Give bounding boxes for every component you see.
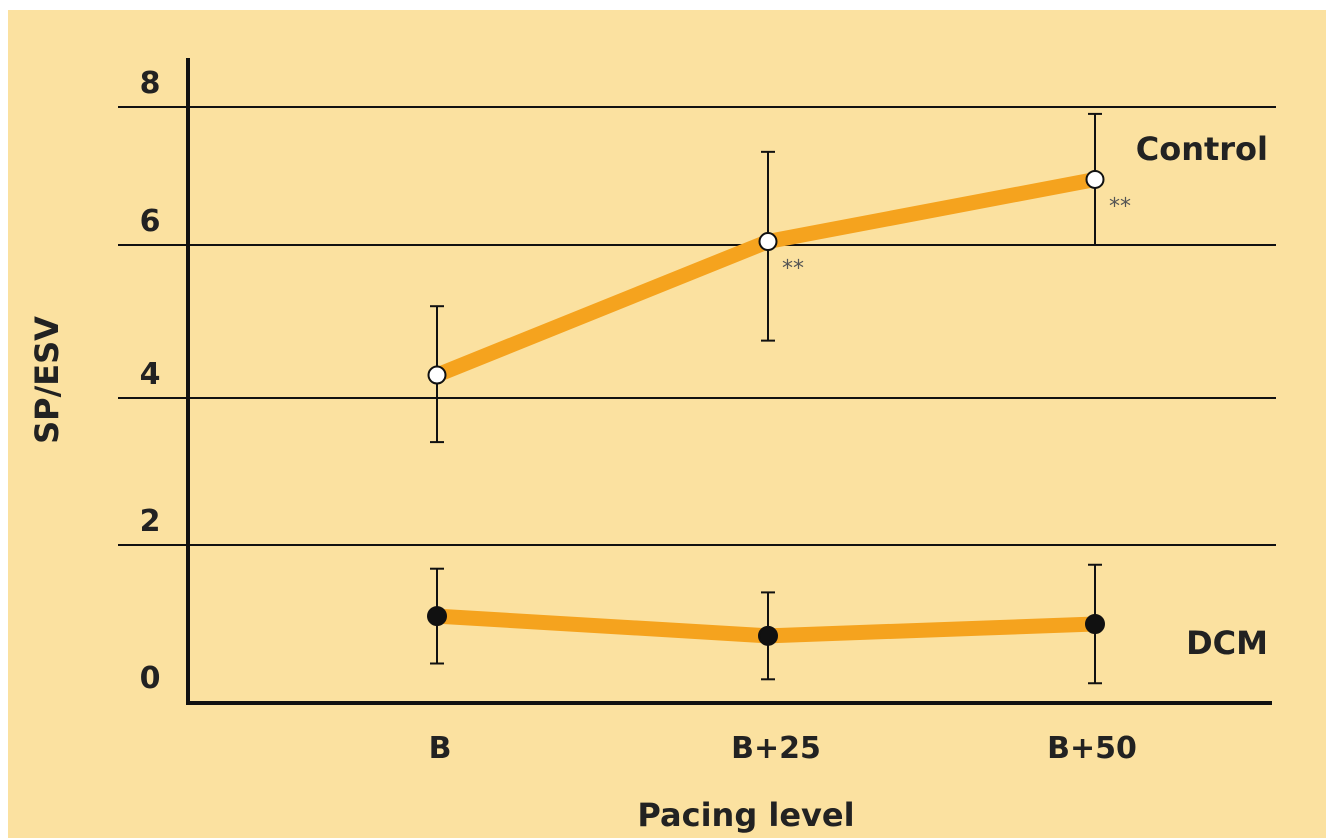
control-point [1085,169,1105,189]
axes [186,58,1272,705]
x-tick-label-b-50: B+50 [1047,731,1137,766]
chart-background [8,10,1326,838]
tick-labels: 0 2 4 6 8 B B+25 B+50 [140,66,1137,766]
grid-lines [118,106,1276,546]
control-significance-label: ** [782,257,804,282]
control-line [434,172,1097,383]
control-point [758,232,778,252]
control-significance-label: ** [1109,194,1131,219]
dcm-point [427,606,447,627]
y-tick-label-4: 4 [140,357,161,392]
series-control: ** ** Control [427,112,1268,444]
y-tick-label-0: 0 [140,661,161,696]
y-tick-label-6: 6 [140,204,161,239]
y-tick-label-2: 2 [140,504,161,539]
data-series: ** ** Control DCM [427,112,1268,685]
x-tick-label-b: B [429,731,452,766]
dcm-series-label: DCM [1186,624,1268,662]
dcm-point [758,625,778,646]
dcm-point [1085,614,1105,634]
x-tick-label-b-25: B+25 [731,731,821,766]
control-point [427,365,447,385]
y-axis-title: SP/ESV [28,316,66,444]
y-tick-label-8: 8 [140,66,161,101]
control-series-label: Control [1136,130,1268,168]
series-dcm: DCM [427,563,1268,685]
x-axis-title: Pacing level [637,796,854,834]
